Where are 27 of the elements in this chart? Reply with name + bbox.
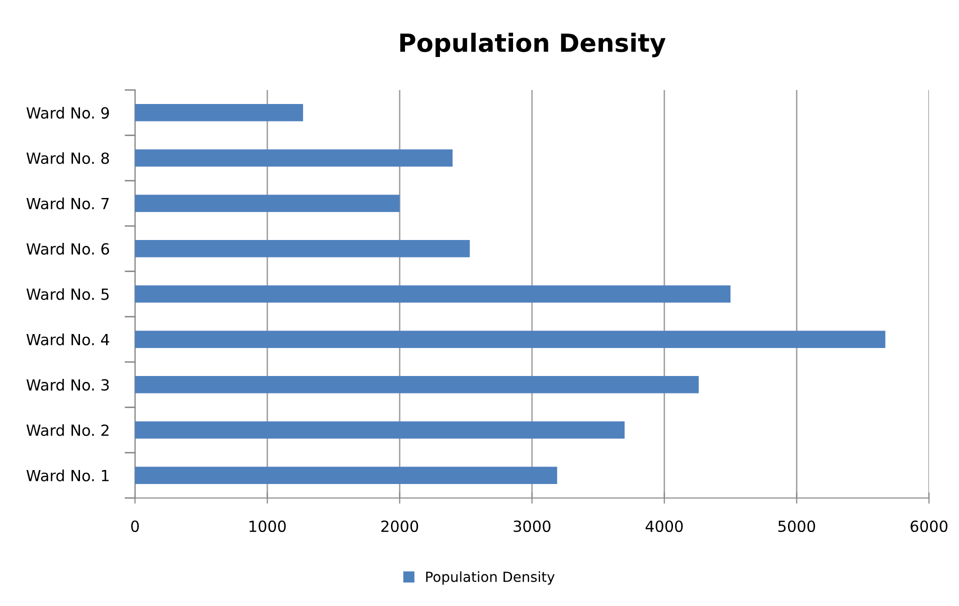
x-tick-label: 3000 [514, 520, 550, 532]
x-tick-label: 2000 [381, 520, 418, 532]
chart-title: Population Density [400, 32, 666, 58]
y-tick-label: Ward No. 2 [26, 424, 108, 436]
y-tick-label: Ward No. 7 [26, 198, 109, 210]
y-tick-label: Ward No. 8 [26, 152, 109, 164]
bar [135, 104, 304, 122]
x-tick-label: 5000 [778, 520, 816, 532]
x-tick-label: 6000 [910, 520, 948, 532]
y-tick-label: Ward No. 9 [26, 106, 109, 119]
bar [135, 421, 625, 439]
bar [135, 466, 558, 484]
y-tick-label: Ward No. 1 [26, 470, 109, 482]
bar [135, 149, 453, 167]
bar [135, 330, 886, 348]
y-tick-label: Ward No. 5 [26, 288, 109, 300]
bar [135, 285, 730, 303]
legend-label: Population Density [426, 571, 555, 585]
x-tick-label: 1000 [250, 520, 286, 532]
x-tick-label: 0 [131, 520, 139, 532]
y-tick-label: Ward No. 4 [26, 334, 110, 346]
y-tick-label: Ward No. 6 [26, 242, 110, 255]
bar [135, 240, 470, 258]
bar [135, 194, 400, 212]
y-tick-label: Ward No. 3 [26, 378, 109, 391]
x-tick-label: 4000 [646, 520, 683, 532]
bar [135, 376, 699, 394]
